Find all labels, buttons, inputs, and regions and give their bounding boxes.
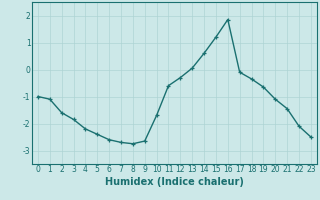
X-axis label: Humidex (Indice chaleur): Humidex (Indice chaleur) — [105, 177, 244, 187]
